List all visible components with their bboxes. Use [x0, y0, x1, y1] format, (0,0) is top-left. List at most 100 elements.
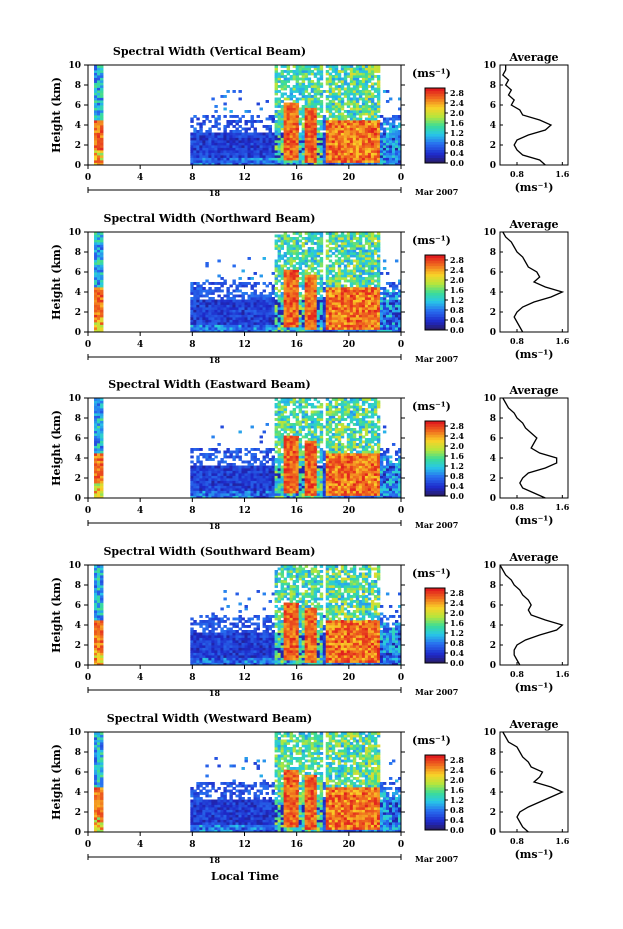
- heatmap-cell: [274, 112, 279, 116]
- heatmap-cell: [313, 112, 318, 116]
- heatmap-cell: [370, 239, 375, 243]
- heatmap-cell: [337, 127, 342, 131]
- heatmap-cell: [280, 455, 285, 459]
- heatmap-cell: [382, 137, 387, 141]
- heatmap-cell: [286, 157, 291, 161]
- heatmap-cell: [310, 237, 315, 240]
- heatmap-cell: [241, 137, 245, 141]
- heatmap-cell: [94, 405, 98, 409]
- heatmap-cell: [388, 294, 393, 298]
- heatmap-cell: [223, 142, 227, 146]
- heatmap-cell: [376, 304, 381, 308]
- heatmap-cell: [232, 90, 236, 93]
- heatmap-cell: [373, 264, 378, 268]
- heatmap-cell: [328, 324, 333, 328]
- heatmap-cell: [196, 140, 200, 143]
- colorbar-swatch: [425, 311, 445, 315]
- heatmap-cell: [286, 145, 291, 148]
- heatmap-cell: [100, 97, 104, 101]
- heatmap-cell: [220, 302, 224, 305]
- heatmap-cell: [328, 312, 333, 315]
- heatmap-cell: [238, 312, 242, 315]
- heatmap-cell: [337, 329, 342, 333]
- colorbar-swatch: [425, 117, 445, 121]
- heatmap-cell: [364, 122, 369, 126]
- heatmap-cell: [343, 82, 348, 86]
- heatmap-cell: [286, 445, 291, 449]
- heatmap-cell: [382, 314, 387, 318]
- heatmap-cell: [223, 322, 227, 325]
- heatmap-cell: [334, 140, 339, 143]
- heatmap-cell: [301, 269, 306, 273]
- heatmap-cell: [331, 142, 336, 146]
- heatmap-cell: [331, 157, 336, 161]
- heatmap-cell: [274, 122, 279, 126]
- heatmap-cell: [343, 92, 348, 96]
- heatmap-cell: [352, 297, 357, 300]
- heatmap-cell: [394, 140, 399, 143]
- heatmap-cell: [190, 480, 194, 484]
- heatmap-cell: [277, 125, 282, 128]
- heatmap-cell: [100, 110, 104, 113]
- heatmap-cell: [253, 480, 257, 484]
- heatmap-cell: [331, 312, 336, 315]
- heatmap-cell: [241, 127, 245, 131]
- heatmap-cell: [385, 120, 390, 123]
- heatmap-cell: [100, 102, 104, 106]
- heatmap-cell: [298, 234, 303, 238]
- heatmap-cell: [211, 304, 215, 308]
- y-axis-label: Height (km): [50, 77, 63, 153]
- heatmap-cell: [319, 319, 324, 323]
- heatmap-cell: [331, 324, 336, 328]
- heatmap-cell: [367, 142, 372, 146]
- heatmap-cell: [97, 90, 101, 93]
- heatmap-cell: [352, 299, 357, 303]
- heatmap-cell: [349, 130, 354, 133]
- heatmap-cell: [304, 329, 309, 333]
- heatmap-cell: [358, 125, 363, 128]
- heatmap-cell: [298, 257, 303, 260]
- heatmap-cell: [286, 312, 291, 315]
- heatmap-cell: [220, 473, 224, 476]
- heatmap-cell: [370, 297, 375, 300]
- heatmap-cell: [205, 155, 209, 158]
- heatmap-cell: [397, 327, 402, 330]
- heatmap-cell: [220, 150, 224, 153]
- heatmap-cell: [277, 152, 282, 156]
- heatmap-cell: [235, 289, 239, 293]
- heatmap-cell: [361, 247, 366, 250]
- heatmap-cell: [94, 408, 98, 411]
- heatmap-cell: [349, 145, 354, 148]
- heatmap-cell: [295, 125, 300, 128]
- heatmap-cell: [310, 274, 315, 278]
- heatmap-cell: [259, 309, 263, 313]
- heatmap-cell: [286, 400, 291, 404]
- heatmap-cell: [295, 70, 300, 73]
- heatmap-cell: [361, 90, 366, 93]
- heatmap-cell: [358, 120, 363, 123]
- heatmap-cell: [364, 294, 369, 298]
- heatmap-cell: [307, 232, 312, 235]
- heatmap-cell: [283, 448, 288, 451]
- heatmap-cell: [202, 155, 206, 158]
- heatmap-cell: [394, 297, 399, 300]
- heatmap-cell: [364, 120, 369, 123]
- heatmap-cell: [292, 237, 297, 240]
- heatmap-cell: [361, 314, 366, 318]
- heatmap-cell: [346, 279, 351, 283]
- heatmap-cell: [226, 490, 230, 494]
- heatmap-cell: [199, 322, 203, 325]
- heatmap-cell: [235, 137, 239, 141]
- heatmap-cell: [217, 294, 221, 298]
- heatmap-cell: [385, 309, 390, 313]
- heatmap-cell: [349, 115, 354, 118]
- heatmap-cell: [355, 262, 360, 265]
- heatmap-cell: [361, 70, 366, 73]
- heatmap-cell: [337, 324, 342, 328]
- heatmap-cell: [283, 97, 288, 101]
- heatmap-cell: [211, 150, 215, 153]
- heatmap-cell: [274, 277, 279, 280]
- heatmap-cell: [334, 272, 339, 275]
- heatmap-cell: [274, 102, 279, 106]
- heatmap-cell: [364, 252, 369, 255]
